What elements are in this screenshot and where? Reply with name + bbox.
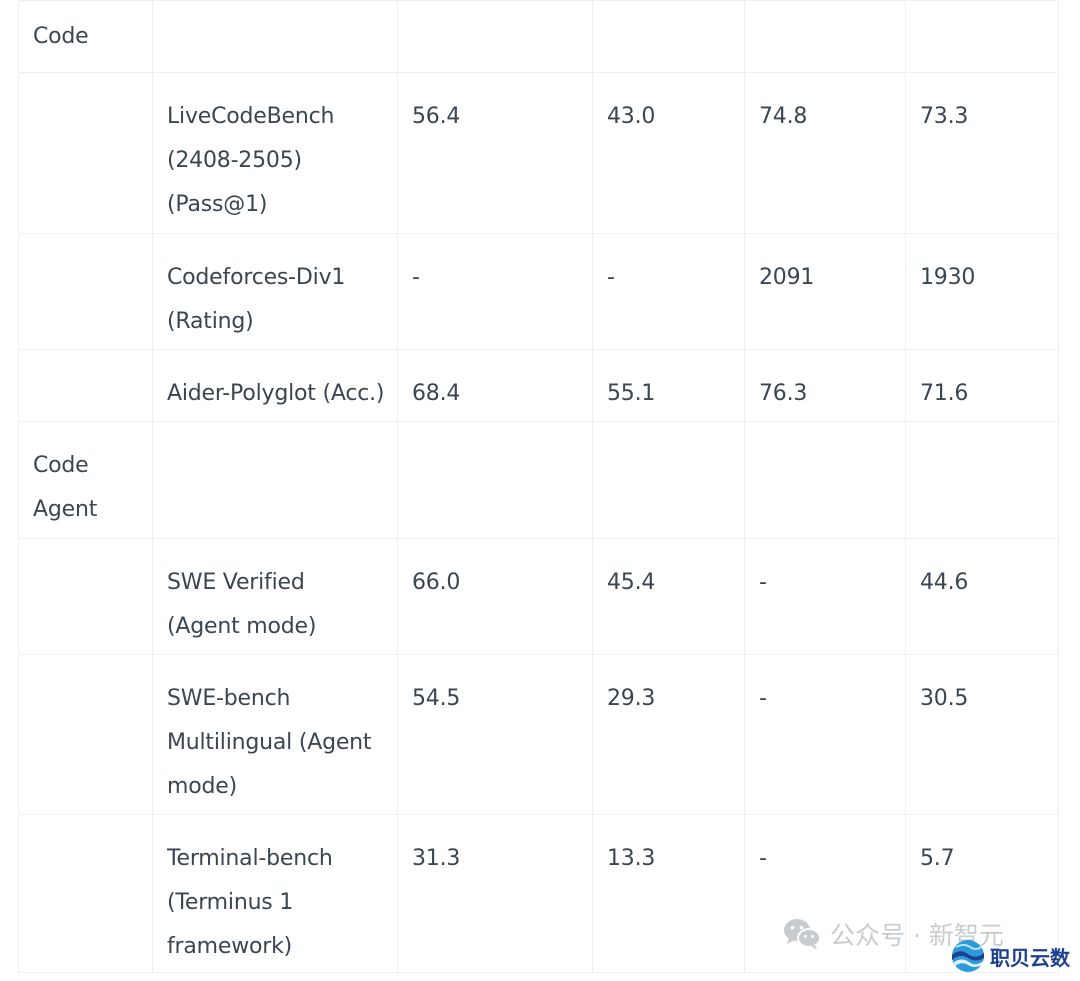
table-row: Aider-Polyglot (Acc.) 68.4 55.1 76.3 71.…	[18, 349, 1059, 422]
empty-cell	[18, 72, 153, 234]
empty-cell	[18, 814, 153, 973]
metric-cell: Aider-Polyglot (Acc.)	[152, 349, 398, 422]
table-row: Codeforces-Div1 (Rating) - - 2091 1930	[18, 233, 1059, 350]
brand-name: 职贝云数	[990, 945, 1070, 970]
empty-cell	[397, 0, 593, 73]
value-cell: 74.8	[744, 72, 906, 234]
empty-cell	[592, 0, 745, 73]
category-cell: Code	[18, 0, 153, 73]
empty-cell	[744, 0, 906, 73]
value-cell: 55.1	[592, 349, 745, 422]
empty-cell	[152, 0, 398, 73]
metric-cell: Terminal-bench (Terminus 1 framework)	[152, 814, 398, 973]
category-row: Code Agent	[18, 421, 1059, 539]
table-row: LiveCodeBench (2408-2505) (Pass@1) 56.4 …	[18, 72, 1059, 234]
benchmark-table: Code LiveCodeBench (2408-2505) (Pass@1) …	[18, 0, 1059, 973]
globe-wave-icon	[950, 938, 986, 974]
value-cell: 30.5	[905, 654, 1059, 815]
empty-cell	[592, 421, 745, 539]
watermark: 公众号 · 新智元	[782, 916, 1004, 952]
brand-logo: 职贝云数	[950, 938, 1070, 974]
table-row: SWE-bench Multilingual (Agent mode) 54.5…	[18, 654, 1059, 815]
value-cell: 31.3	[397, 814, 593, 973]
category-cell: Code Agent	[18, 421, 153, 539]
value-cell: -	[744, 538, 906, 655]
category-row: Code	[18, 0, 1059, 73]
value-cell: -	[397, 233, 593, 350]
value-cell: 45.4	[592, 538, 745, 655]
value-cell: 73.3	[905, 72, 1059, 234]
empty-cell	[397, 421, 593, 539]
empty-cell	[18, 349, 153, 422]
value-cell: 44.6	[905, 538, 1059, 655]
empty-cell	[744, 421, 906, 539]
metric-cell: SWE-bench Multilingual (Agent mode)	[152, 654, 398, 815]
metric-cell: Codeforces-Div1 (Rating)	[152, 233, 398, 350]
metric-cell: LiveCodeBench (2408-2505) (Pass@1)	[152, 72, 398, 234]
empty-cell	[905, 0, 1059, 73]
value-cell: 76.3	[744, 349, 906, 422]
value-cell: -	[744, 654, 906, 815]
value-cell: -	[744, 814, 906, 973]
wechat-icon	[782, 917, 822, 951]
value-cell: 56.4	[397, 72, 593, 234]
value-cell: 68.4	[397, 349, 593, 422]
next-row-border	[18, 972, 1058, 981]
value-cell: 1930	[905, 233, 1059, 350]
value-cell: 29.3	[592, 654, 745, 815]
value-cell: 66.0	[397, 538, 593, 655]
empty-cell	[152, 421, 398, 539]
empty-cell	[18, 538, 153, 655]
value-cell: 13.3	[592, 814, 745, 973]
benchmark-table-body: Code LiveCodeBench (2408-2505) (Pass@1) …	[18, 0, 1059, 973]
empty-cell	[905, 421, 1059, 539]
value-cell: 43.0	[592, 72, 745, 234]
empty-cell	[18, 233, 153, 350]
value-cell: 2091	[744, 233, 906, 350]
value-cell: 54.5	[397, 654, 593, 815]
table-row: SWE Verified (Agent mode) 66.0 45.4 - 44…	[18, 538, 1059, 655]
value-cell: -	[592, 233, 745, 350]
table-row: Terminal-bench (Terminus 1 framework) 31…	[18, 814, 1059, 973]
metric-cell: SWE Verified (Agent mode)	[152, 538, 398, 655]
value-cell: 71.6	[905, 349, 1059, 422]
empty-cell	[18, 654, 153, 815]
